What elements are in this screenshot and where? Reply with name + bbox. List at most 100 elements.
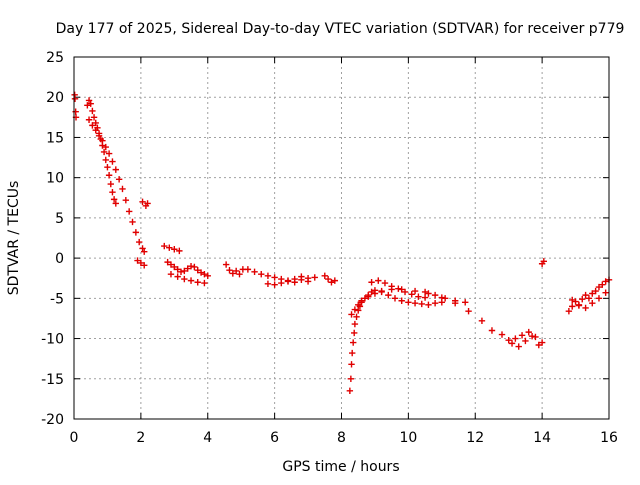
axis-ticks: 0 2 4 6 8 10 12 14 16 -20 -15 -10 -5 0 5 10 15 20 25 bbox=[41, 50, 618, 446]
data-point bbox=[351, 320, 359, 328]
data-point bbox=[602, 289, 609, 296]
data-point bbox=[595, 283, 603, 291]
data-point bbox=[602, 278, 609, 285]
x-tick-label: 2 bbox=[136, 430, 145, 446]
data-point bbox=[411, 287, 419, 295]
data-point bbox=[351, 306, 359, 313]
data-points bbox=[71, 91, 613, 395]
data-point bbox=[535, 341, 542, 349]
data-point bbox=[71, 95, 79, 103]
data-point bbox=[171, 246, 178, 253]
x-tick-label: 0 bbox=[70, 430, 79, 446]
data-point bbox=[518, 332, 526, 339]
data-point bbox=[89, 107, 96, 115]
data-point bbox=[378, 287, 385, 295]
data-point bbox=[575, 301, 583, 308]
data-point bbox=[569, 296, 576, 304]
data-point bbox=[164, 258, 171, 266]
data-point bbox=[565, 308, 573, 315]
x-tick-label: 14 bbox=[533, 430, 551, 446]
y-tick-label: -15 bbox=[41, 372, 64, 388]
data-point bbox=[176, 247, 183, 255]
data-point bbox=[226, 266, 233, 274]
data-point bbox=[572, 298, 579, 305]
data-point bbox=[85, 116, 93, 123]
data-point bbox=[222, 261, 230, 268]
data-point bbox=[311, 274, 318, 281]
data-point bbox=[350, 339, 357, 346]
data-point bbox=[515, 343, 522, 350]
x-tick-label: 12 bbox=[466, 430, 484, 446]
data-point bbox=[181, 267, 188, 275]
data-point bbox=[388, 283, 395, 290]
data-point bbox=[381, 279, 389, 287]
data-point bbox=[122, 196, 130, 204]
data-point bbox=[174, 273, 181, 280]
data-point bbox=[398, 286, 405, 293]
data-point bbox=[582, 291, 589, 299]
data-point bbox=[232, 267, 240, 275]
data-point bbox=[589, 299, 596, 307]
data-point bbox=[167, 271, 175, 278]
data-point bbox=[589, 290, 596, 297]
chart-title: Day 177 of 2025, Sidereal Day-to-day VTE… bbox=[56, 21, 625, 37]
data-point bbox=[375, 277, 382, 284]
grid-lines bbox=[74, 57, 609, 419]
data-point bbox=[405, 299, 412, 306]
data-point bbox=[109, 188, 116, 196]
data-point bbox=[540, 258, 547, 265]
data-point bbox=[395, 285, 402, 292]
data-point bbox=[187, 277, 195, 284]
data-point bbox=[264, 280, 272, 288]
data-point bbox=[191, 263, 198, 271]
data-point bbox=[347, 375, 355, 382]
y-axis-label: SDTVAR / TECUs bbox=[6, 181, 22, 296]
data-point bbox=[425, 290, 432, 297]
data-point bbox=[141, 262, 148, 269]
data-point bbox=[582, 304, 589, 312]
data-point bbox=[488, 327, 496, 334]
data-point bbox=[139, 198, 146, 205]
data-point bbox=[278, 279, 285, 287]
data-point bbox=[166, 244, 173, 251]
data-point bbox=[229, 270, 237, 277]
data-point bbox=[125, 208, 133, 215]
data-point bbox=[358, 297, 365, 304]
data-point bbox=[109, 158, 116, 165]
data-point bbox=[592, 287, 599, 295]
data-point bbox=[478, 317, 486, 325]
data-point bbox=[134, 257, 141, 264]
data-point bbox=[284, 278, 292, 285]
data-point bbox=[102, 143, 109, 151]
x-tick-label: 10 bbox=[399, 430, 417, 446]
data-point bbox=[119, 185, 126, 193]
data-point bbox=[174, 266, 181, 273]
x-axis-label: GPS time / hours bbox=[282, 459, 399, 475]
y-tick-label: 15 bbox=[46, 130, 64, 146]
data-point bbox=[355, 301, 362, 308]
data-point bbox=[95, 132, 103, 140]
data-point bbox=[431, 299, 439, 307]
data-point bbox=[351, 329, 358, 337]
data-point bbox=[271, 281, 278, 288]
data-point bbox=[115, 176, 123, 183]
data-point bbox=[258, 271, 265, 278]
data-point bbox=[271, 274, 278, 281]
data-point bbox=[438, 294, 446, 301]
data-point bbox=[89, 122, 96, 129]
y-tick-label: -5 bbox=[50, 291, 64, 307]
data-point bbox=[365, 293, 372, 300]
data-point bbox=[105, 150, 113, 157]
data-point bbox=[184, 265, 191, 272]
data-point bbox=[508, 340, 516, 347]
data-point bbox=[107, 180, 114, 188]
data-point bbox=[132, 229, 140, 236]
data-point bbox=[244, 266, 252, 273]
y-tick-label: -20 bbox=[41, 412, 64, 428]
data-point bbox=[105, 172, 113, 179]
data-point bbox=[90, 114, 98, 121]
data-point bbox=[187, 262, 195, 270]
x-tick-label: 6 bbox=[270, 430, 279, 446]
data-point bbox=[522, 337, 529, 345]
